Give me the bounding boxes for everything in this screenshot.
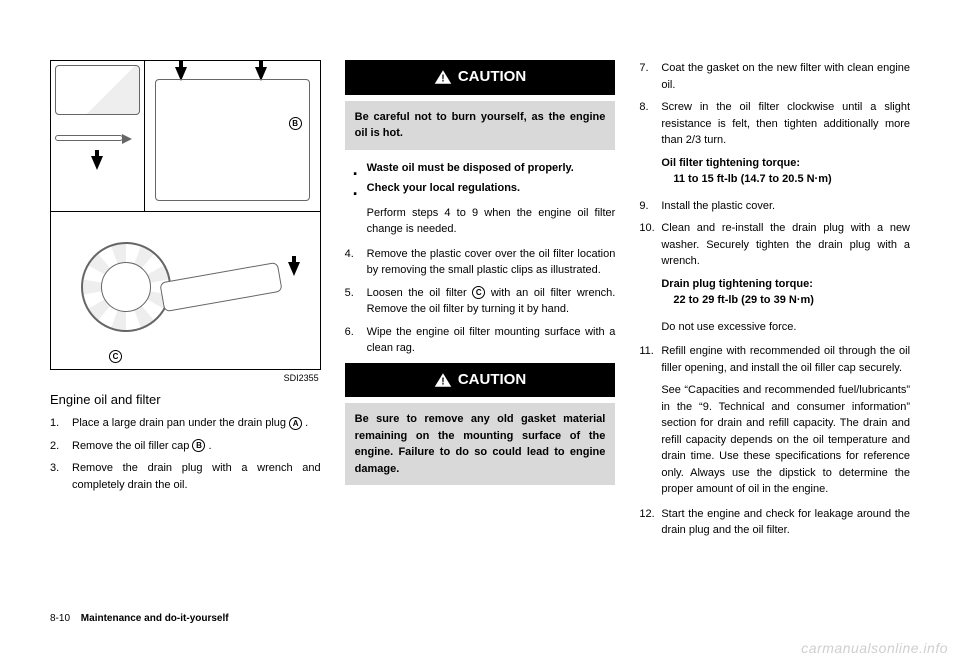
illustration-oil-filter: C [51,212,320,370]
watermark: carmanualsonline.info [801,640,948,656]
step-10: 10. Clean and re-install the drain plug … [639,220,910,270]
step-5: 5. Loosen the oil filter C with an oil f… [345,285,616,318]
step-text: Start the engine and check for leakage a… [661,508,910,537]
car-thumb-icon [55,65,140,115]
bullet-item: Waste oil must be disposed of properly. [345,160,616,177]
step-number: 12. [639,506,654,523]
column-3: 7. Coat the gasket on the new filter wit… [639,60,910,580]
illustration-engine-cover: B [145,61,320,211]
step-text: Refill engine with recommended oil throu… [661,345,910,374]
step-number: 8. [639,99,648,116]
callout-b: B [289,117,302,130]
step-2: 2. Remove the oil filler cap B . [50,438,321,455]
body-text: Perform steps 4 to 9 when the engine oil… [345,205,616,238]
svg-text:!: ! [441,376,444,387]
step-number: 4. [345,246,354,263]
step-text-after: . [209,440,212,452]
column-2: ! CAUTION Be careful not to burn yoursel… [345,60,616,580]
step-1: 1. Place a large drain pan under the dra… [50,415,321,432]
spec-drain-plug-torque: Drain plug tightening torque: 22 to 29 f… [639,276,910,309]
step-text: Remove the oil filler cap [72,440,192,452]
step-8: 8. Screw in the oil filter clockwise unt… [639,99,910,149]
engine-illustration: B C [50,60,321,370]
note-text: Do not use excessive force. [639,319,910,336]
step-number: 9. [639,198,648,215]
warning-triangle-icon: ! [434,372,452,388]
col3-steps-c: 11. Refill engine with recommended oil t… [639,343,910,376]
step-text: Remove the plastic cover over the oil fi… [367,248,616,277]
engine-cover-icon [155,79,310,201]
bullet-list: Waste oil must be disposed of properly. … [345,160,616,197]
warning-triangle-icon: ! [434,69,452,85]
col3-steps-a: 7. Coat the gasket on the new filter wit… [639,60,910,149]
step-text: Place a large drain pan under the drain … [72,417,289,429]
spec-oil-filter-torque: Oil filter tightening torque: 11 to 15 f… [639,155,910,188]
callout-c: C [109,350,122,363]
step-7: 7. Coat the gasket on the new filter wit… [639,60,910,93]
step-number: 2. [50,438,59,455]
oil-pipe-icon [159,261,282,311]
page-footer: 8-10 Maintenance and do-it-yourself [50,613,229,624]
illustration-top: B [51,61,320,212]
step-3: 3. Remove the drain plug with a wrench a… [50,460,321,493]
step-text: Clean and re-install the drain plug with… [661,222,910,267]
svg-text:!: ! [441,74,444,85]
step-text: Wipe the engine oil filter mounting surf… [367,326,616,355]
col2-steps: 4. Remove the plastic cover over the oil… [345,246,616,357]
col1-steps: 1. Place a large drain pan under the dra… [50,415,321,493]
spec-label: Drain plug tightening torque: [661,276,910,293]
step-text: Remove the drain plug with a wrench and … [72,462,321,491]
caution-label: CAUTION [458,369,526,392]
section-subhead: Engine oil and filter [50,390,321,410]
spec-value: 22 to 29 ft-lb (29 to 39 N·m) [661,292,910,309]
arrow-down-icon [288,262,300,276]
col3-steps-d: 12. Start the engine and check for leaka… [639,506,910,539]
caution-label: CAUTION [458,66,526,89]
illustration-code: SDI2355 [50,372,321,386]
step-number: 7. [639,60,648,77]
arrow-down-icon [91,156,103,170]
step-4: 4. Remove the plastic cover over the oil… [345,246,616,279]
oil-filter-icon [81,242,171,332]
manual-page: B C SDI2355 Engine oil and filter 1. Pla… [0,0,960,664]
callout-a-inline: A [289,417,302,430]
step-text: Screw in the oil filter clockwise until … [661,101,910,146]
step-number: 10. [639,220,654,237]
screwdriver-icon [55,135,123,141]
step-number: 6. [345,324,354,341]
step-number: 1. [50,415,59,432]
caution-text-1: Be careful not to burn yourself, as the … [345,101,616,150]
callout-c-inline: C [472,286,485,299]
spec-value: 11 to 15 ft-lb (14.7 to 20.5 N·m) [661,171,910,188]
callout-b-inline: B [192,439,205,452]
caution-heading-1: ! CAUTION [345,60,616,95]
page-number: 8-10 [50,613,70,624]
step-11: 11. Refill engine with recommended oil t… [639,343,910,376]
step-text: Loosen the oil filter [367,287,473,299]
step-number: 3. [50,460,59,477]
caution-text-2: Be sure to remove any old gasket materia… [345,403,616,485]
bullet-item: Check your local regulations. [345,180,616,197]
spec-label: Oil filter tightening torque: [661,155,910,172]
columns: B C SDI2355 Engine oil and filter 1. Pla… [50,60,910,580]
step-text: Coat the gasket on the new filter with c… [661,62,910,91]
caution-heading-2: ! CAUTION [345,363,616,398]
step-text: Install the plastic cover. [661,200,775,212]
step-number: 5. [345,285,354,302]
step-6: 6. Wipe the engine oil filter mounting s… [345,324,616,357]
illustration-car-tool [51,61,145,211]
step-12: 12. Start the engine and check for leaka… [639,506,910,539]
step-number: 11. [639,343,653,360]
step-text-after: . [305,417,308,429]
see-reference-text: See “Capacities and recommended fuel/lub… [639,382,910,498]
step-9: 9. Install the plastic cover. [639,198,910,215]
section-title: Maintenance and do-it-yourself [81,613,229,624]
col3-steps-b: 9. Install the plastic cover. 10. Clean … [639,198,910,270]
column-1: B C SDI2355 Engine oil and filter 1. Pla… [50,60,321,580]
